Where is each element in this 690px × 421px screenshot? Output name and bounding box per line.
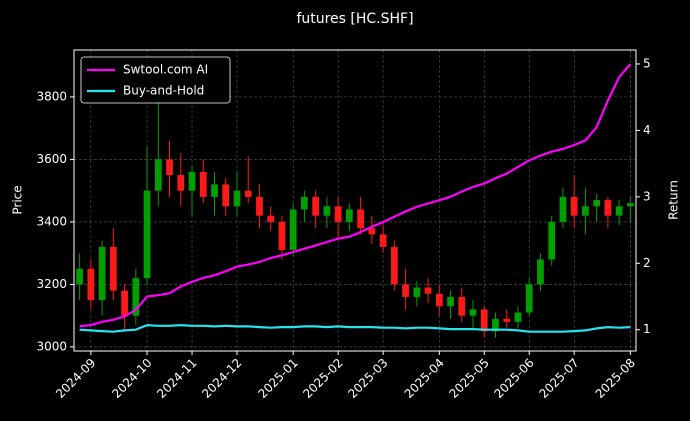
candle-body: [413, 287, 421, 297]
y2-tick-label: 2: [643, 256, 651, 270]
candle-body: [346, 209, 353, 222]
y-tick-label: 3200: [36, 277, 67, 291]
y-axis-label: Price: [11, 185, 25, 214]
candle-body: [492, 318, 499, 332]
candle-body: [537, 259, 544, 285]
legend-label: Buy-and-Hold: [123, 84, 204, 98]
candle-body: [570, 196, 578, 216]
candle-body: [76, 268, 83, 285]
y2-tick-label: 1: [643, 322, 651, 336]
y-tick-label: 3000: [36, 339, 67, 353]
candle-body: [615, 206, 623, 216]
candle-body: [222, 184, 230, 207]
candle-body: [469, 309, 477, 316]
candle-body: [121, 290, 128, 316]
candle-body: [458, 296, 466, 316]
chart-title: futures [HC.SHF]: [296, 11, 413, 27]
line-series: [79, 63, 632, 328]
candle-body: [604, 200, 612, 216]
line-series: [79, 323, 631, 333]
candle-body: [256, 196, 263, 216]
y2-axis-label: Return: [667, 180, 681, 220]
candle-body: [244, 190, 252, 197]
candle-body: [211, 184, 218, 197]
legend-box: [80, 56, 231, 104]
candle-body: [627, 203, 634, 207]
y-tick-label: 3600: [36, 152, 67, 166]
candle-body: [390, 246, 398, 285]
candle-body: [312, 196, 320, 216]
y-tick-label: 3800: [36, 89, 67, 103]
candle-body: [87, 268, 95, 301]
candle-body: [402, 284, 409, 297]
y-tick-label: 3400: [36, 214, 67, 228]
candle-body: [559, 196, 567, 222]
candle-body: [514, 312, 522, 322]
y2-tick-label: 4: [643, 123, 651, 137]
candle-body: [593, 200, 601, 207]
candle-body: [301, 196, 308, 210]
candle-body: [480, 309, 488, 332]
candle-body: [323, 206, 331, 216]
candle-body: [98, 246, 106, 301]
candle-body: [447, 296, 454, 307]
candle-body: [278, 221, 286, 251]
candle-body: [154, 159, 162, 191]
candle-body: [357, 209, 364, 229]
candle-body: [334, 206, 342, 222]
candle-body: [177, 175, 185, 191]
y2-tick-label: 5: [643, 56, 651, 70]
candle-body: [233, 190, 241, 207]
candle-body: [368, 228, 376, 235]
candle-body: [132, 278, 140, 316]
candle-body: [109, 246, 117, 291]
candle-body: [503, 318, 511, 322]
candle-body: [525, 284, 533, 313]
candle-body: [267, 215, 275, 222]
legend-label: Swtool.com AI: [123, 63, 208, 77]
plot-frame: [73, 49, 637, 352]
candle-body: [435, 293, 443, 307]
candle-body: [166, 159, 173, 176]
candle-body: [379, 234, 387, 247]
candle-body: [582, 206, 589, 216]
candle-body: [424, 287, 432, 294]
candle-body: [289, 209, 297, 251]
y2-tick-label: 3: [643, 189, 651, 203]
candle-body: [188, 171, 196, 191]
candle-body: [548, 221, 556, 260]
candle-body: [199, 171, 207, 197]
candle-body: [143, 190, 151, 279]
